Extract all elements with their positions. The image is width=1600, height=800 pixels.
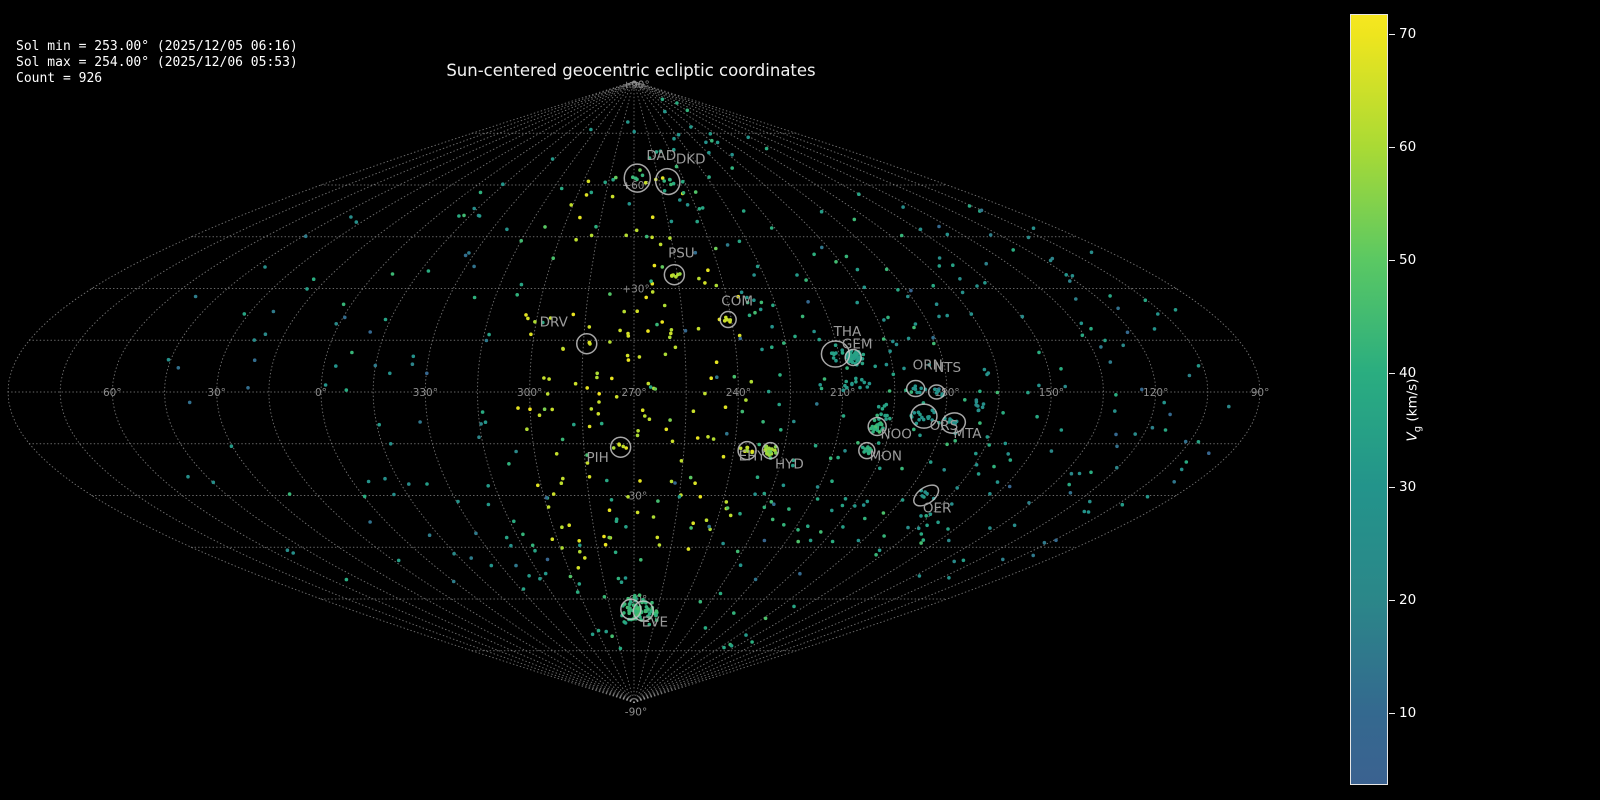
shower-label-MTA: MTA (953, 426, 982, 442)
colorbar-tick-label: 40 (1399, 365, 1417, 382)
lat-tick-label: +90° (622, 80, 649, 92)
grid-meridian (529, 81, 635, 703)
shower-ellipse-MON (858, 441, 876, 460)
graticule (7, 81, 1261, 703)
shower-label-NOO: NOO (881, 427, 912, 443)
colorbar-tick (1389, 147, 1395, 149)
shower-ellipse-OER (913, 484, 940, 507)
shower-label-NTS: NTS (934, 360, 961, 376)
sol-info-block: Sol min = 253.00° (2025/12/05 06:16) Sol … (16, 39, 298, 87)
grid-meridian (59, 81, 635, 703)
lon-tick-label: 210° (830, 387, 855, 399)
lat-tick-label: +30° (622, 284, 649, 296)
shower-ellipse-DKD (654, 167, 681, 196)
shower-ellipse-MTA (940, 412, 967, 434)
shower-label-ORS: ORS (930, 418, 959, 434)
sol-min-line: Sol min = 253.00° (2025/12/05 06:16) (16, 39, 298, 54)
lon-tick-label: 60° (103, 387, 122, 399)
grid-meridian (163, 81, 635, 703)
lon-tick-label: 150° (1039, 387, 1064, 399)
colorbar (1350, 14, 1388, 785)
shower-label-HYD: HYD (775, 457, 804, 473)
shower-label-DAD: DAD (646, 148, 676, 164)
shower-label-ORN: ORN (913, 358, 943, 374)
colorbar-tick-label: 70 (1399, 26, 1417, 43)
shower-label-OER: OER (923, 501, 952, 517)
sol-max-line: Sol max = 254.00° (2025/12/06 05:53) (16, 55, 298, 70)
graticule-labels: 60° 30° 0° 330° 300° 270° 240° 210° 180° 150° 120°… (103, 80, 1269, 719)
shower-label-PIH: PIH (586, 450, 608, 466)
shower-ellipse-ORN (905, 379, 926, 398)
colorbar-tick (1389, 599, 1395, 601)
shower-ellipses (576, 163, 967, 622)
shower-label-EVE: EVE (642, 614, 668, 630)
scatter-points-layer (166, 97, 1231, 651)
colorbar-tick-label: 30 (1399, 478, 1417, 495)
lon-tick-label: 30° (207, 387, 226, 399)
lat-tick-label: -30° (625, 491, 647, 503)
grid-meridian (476, 81, 635, 703)
shower-label-DKD: DKD (676, 152, 706, 168)
colorbar-tick (1389, 260, 1395, 262)
lon-tick-label: 300° (517, 387, 542, 399)
shower-ellipse-DAD (623, 163, 652, 193)
shower-ellipse-DRV (576, 332, 598, 355)
grid-meridian (633, 81, 948, 703)
lon-tick-label: 120° (1143, 387, 1168, 399)
grid-meridian (633, 81, 1157, 703)
lon-tick-label: 330° (413, 387, 438, 399)
shower-ellipse-unlabeled (632, 600, 655, 622)
lon-tick-label: 90° (1251, 387, 1270, 399)
shower-label-MON: MON (870, 449, 902, 465)
lon-tick-label: 240° (726, 387, 751, 399)
shower-label-DRV: DRV (540, 315, 569, 331)
count-line: Count = 926 (16, 71, 103, 86)
grid-meridian (7, 81, 635, 703)
shower-ellipse-EVE (620, 598, 642, 621)
shower-ellipse-HYD (761, 441, 780, 460)
shower-label-THA: THA (833, 324, 862, 340)
grid-meridian (268, 81, 635, 703)
lat-tick-label: -90° (625, 707, 647, 719)
shower-ellipse-GEM (844, 348, 862, 367)
grid-meridian (633, 81, 739, 703)
lon-tick-label: 0° (315, 387, 327, 399)
colorbar-axis-label: Vg (km/s) (1404, 378, 1424, 442)
colorbar-tick (1389, 486, 1395, 488)
shower-ellipse-ORS (910, 403, 938, 429)
colorbar-tick (1389, 373, 1395, 375)
shower-ellipse-COM (719, 310, 737, 329)
shower-ellipse-NTS (927, 384, 946, 400)
lon-tick-label: 270° (621, 387, 646, 399)
shower-label-GEM: GEM (842, 337, 873, 353)
shower-ellipse-PIH (609, 436, 632, 458)
shower-ellipse-NOO (867, 416, 887, 437)
shower-ellipse-EHY (737, 440, 757, 461)
chart-title: Sun-centered geocentric ecliptic coordin… (446, 61, 816, 80)
colorbar-tick (1389, 712, 1395, 714)
grid-meridian (633, 81, 896, 703)
grid-meridian (633, 81, 1105, 703)
grid-meridian (633, 81, 1261, 703)
shower-label-EHY: EHY (739, 449, 767, 465)
grid-meridian (320, 81, 635, 703)
grid-meridian (633, 81, 792, 703)
colorbar-tick-label: 50 (1399, 252, 1417, 269)
colorbar-tick-label: 20 (1399, 591, 1417, 608)
shower-label-COM: COM (721, 294, 753, 310)
shower-ellipse-THA (820, 340, 851, 368)
shower-ellipse-PSU (663, 263, 686, 286)
grid-meridian (633, 81, 1209, 703)
grid-meridian (633, 81, 1000, 703)
colorbar-tick-label: 10 (1399, 704, 1417, 721)
colorbar-tick-label: 60 (1399, 139, 1417, 156)
shower-label-PSU: PSU (668, 246, 695, 262)
colorbar-tick (1389, 34, 1395, 36)
grid-meridian (111, 81, 635, 703)
